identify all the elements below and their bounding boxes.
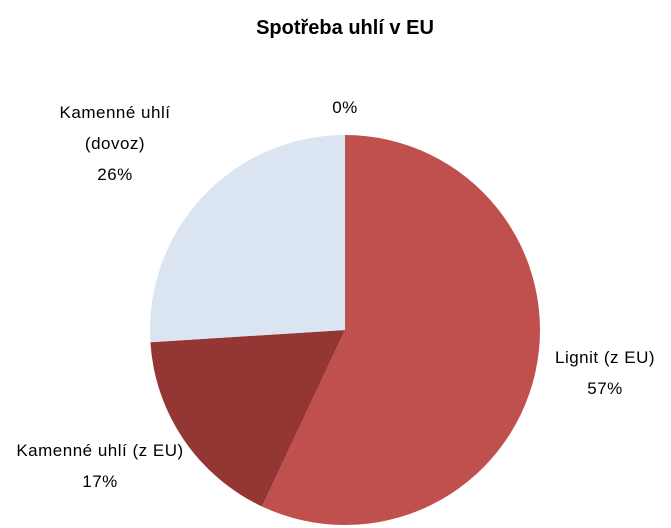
pie-slice <box>150 330 345 507</box>
category-label: Lignit (z EU) <box>554 348 656 367</box>
value-label: 57% <box>587 379 623 398</box>
chart-title: Spotřeba uhlí v EU <box>256 17 434 39</box>
pie-slice <box>261 135 541 525</box>
data-label: Kamenné uhlí (dovoz) 26% <box>35 97 195 190</box>
value-label: 0% <box>332 98 358 117</box>
data-label: 0% <box>295 92 395 123</box>
pie-slice <box>150 135 345 343</box>
value-label: 26% <box>97 165 133 184</box>
data-label: Kamenné uhlí (z EU) 17% <box>5 435 195 497</box>
category-label: Kamenné uhlí (z EU) <box>16 441 184 460</box>
data-label: Lignit (z EU) 57% <box>540 342 670 404</box>
value-label: 17% <box>82 472 118 491</box>
category-label: Kamenné uhlí (dovoz) <box>59 103 171 153</box>
